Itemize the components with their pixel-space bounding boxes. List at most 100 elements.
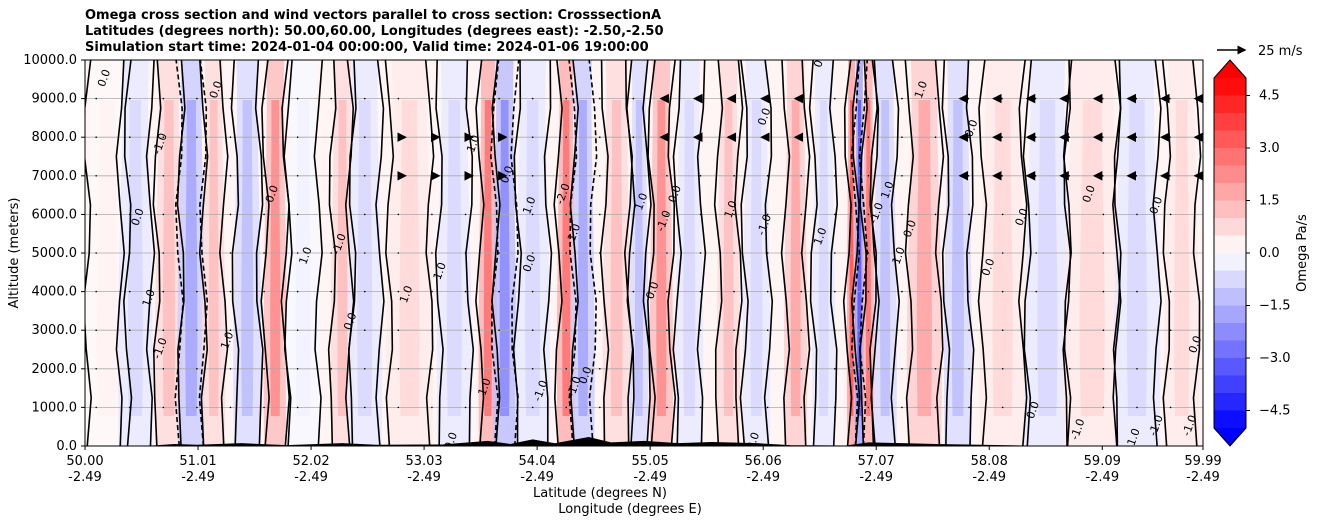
omega-band-core <box>337 100 348 416</box>
wind-vector <box>733 290 735 293</box>
wind-vector <box>128 368 131 370</box>
wind-vector <box>431 213 433 216</box>
wind-vector <box>296 213 299 216</box>
wind-vector <box>330 252 333 254</box>
wind-vector <box>800 213 803 216</box>
wind-vector <box>464 213 467 216</box>
wind-vector <box>632 252 635 254</box>
wind-vector <box>397 406 400 409</box>
wind-vector <box>330 213 333 216</box>
wind-vector <box>1035 213 1038 216</box>
wind-vector <box>162 406 165 409</box>
contour-line <box>434 60 444 446</box>
quiver-key: 25 m/s <box>1217 44 1303 59</box>
wind-vector <box>128 213 131 216</box>
wind-vector <box>263 406 265 409</box>
wind-vector <box>901 213 903 216</box>
contour-line <box>808 60 818 446</box>
wind-vector <box>800 175 803 177</box>
contour-line <box>375 60 385 446</box>
wind-vector <box>1169 252 1172 254</box>
wind-vector <box>1136 406 1138 409</box>
wind-vector <box>1203 291 1205 293</box>
contour-label: 0.0 <box>901 218 919 239</box>
contour-line <box>870 60 880 446</box>
wind-vector <box>296 252 299 254</box>
x-axis-label-longitude: Longitude (degrees E) <box>558 502 702 517</box>
contour-line <box>739 60 749 446</box>
omega-band-core <box>162 100 175 416</box>
wind-vector <box>1069 329 1071 332</box>
contour-label: 0.0 <box>643 280 661 301</box>
contour-label: 0.0 <box>520 253 538 274</box>
wind-vector <box>632 406 635 409</box>
contour-label: 1.0 <box>912 79 930 100</box>
contour-label: 1.0 <box>565 222 583 243</box>
wind-vector <box>1035 329 1038 332</box>
omega-band-core <box>525 100 541 416</box>
contour-line <box>828 60 839 446</box>
wind-vector <box>296 329 299 332</box>
contour-line <box>842 60 853 446</box>
wind-vector <box>867 329 870 332</box>
contour-label: 0.0 <box>962 118 980 139</box>
contour-line <box>733 60 744 446</box>
wind-vector <box>1035 406 1038 409</box>
wind-vector <box>699 329 702 332</box>
colorbar-level <box>1214 165 1246 184</box>
wind-vector <box>531 175 534 177</box>
contour-label: 1.0 <box>722 199 740 220</box>
wind-vector <box>598 406 601 409</box>
x-tick-label-lat: 58.08 <box>971 454 1008 469</box>
wind-vector <box>1102 290 1105 293</box>
wind-vector <box>867 252 870 254</box>
colorbar-tick-label: 4.5 <box>1259 89 1280 104</box>
wind-vector <box>330 368 333 370</box>
wind-vector <box>766 329 769 332</box>
contour-label: 0.0 <box>442 430 460 451</box>
wind-vector <box>296 175 299 177</box>
wind-vector <box>934 136 937 138</box>
omega-band-core <box>295 100 311 416</box>
chart-title-line-3: Simulation start time: 2024-01-04 00:00:… <box>85 40 649 55</box>
contour-line <box>260 60 270 446</box>
contour-line <box>1022 60 1033 446</box>
wind-vector <box>733 175 735 177</box>
contour-label: 0.0 <box>1013 207 1031 228</box>
wind-vector <box>565 406 568 409</box>
wind-vector <box>363 213 366 216</box>
contour-line <box>965 60 975 446</box>
contour-label: 0.0 <box>129 207 147 228</box>
x-tick-label-lon: -2.49 <box>633 470 667 485</box>
wind-vector <box>565 329 568 332</box>
colorbar-tick-label: −1.5 <box>1259 299 1291 314</box>
colorbar-level <box>1214 393 1246 411</box>
wind-vector <box>867 290 870 293</box>
x-tick-label-lat: 57.07 <box>858 454 895 469</box>
omega-band-core <box>790 100 801 416</box>
wind-vector <box>464 252 467 254</box>
contour-label: 0.0 <box>1080 183 1098 204</box>
wind-vector <box>229 368 232 370</box>
wind-vector <box>296 136 299 138</box>
colorbar-level <box>1214 148 1246 166</box>
wind-vector <box>699 368 702 370</box>
y-tick-label: 8000.0 <box>32 130 78 145</box>
wind-vector <box>1203 214 1205 216</box>
wind-vector <box>968 213 970 216</box>
quiver-key-label: 25 m/s <box>1258 44 1303 59</box>
wind-vector <box>666 290 668 293</box>
wind-vector <box>632 368 635 370</box>
wind-vector <box>196 290 198 293</box>
x-tick-label-lat: 51.01 <box>179 454 216 469</box>
x-tick-label-lon: -2.49 <box>859 470 893 485</box>
contour-label: 1.0 <box>1125 427 1143 448</box>
wind-vector <box>800 290 803 293</box>
contour-label: 1.0 <box>296 245 314 266</box>
omega-band-core <box>562 100 571 416</box>
wind-vector <box>1102 252 1105 254</box>
wind-vector <box>1169 368 1172 370</box>
wind-vector <box>95 252 97 254</box>
contour-label: 0.0 <box>1147 195 1165 216</box>
omega-band-core <box>750 100 763 416</box>
